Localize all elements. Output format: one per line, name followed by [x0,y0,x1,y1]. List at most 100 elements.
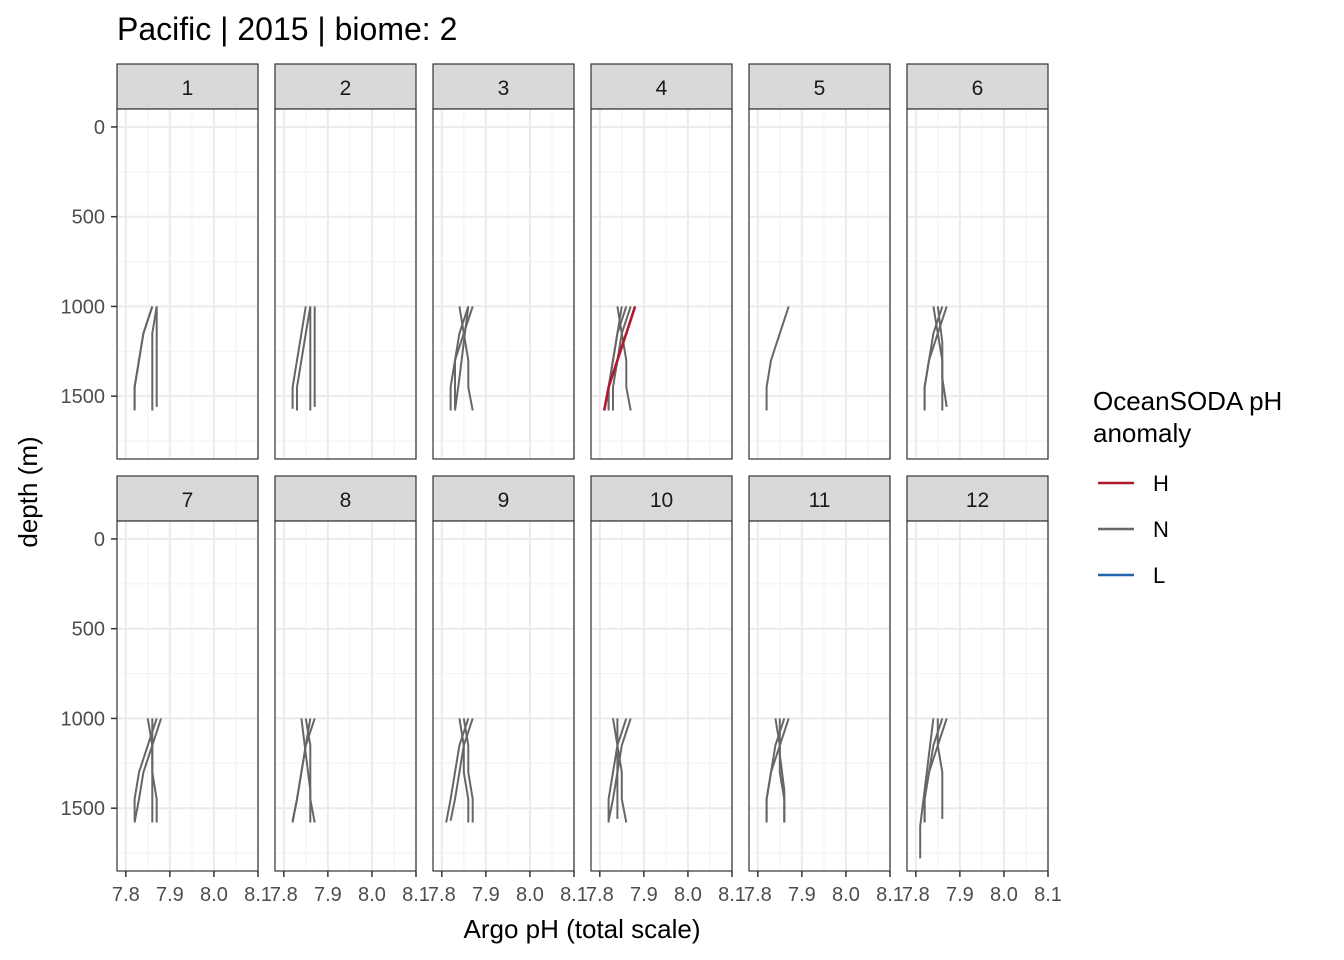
x-tick-label: 7.8 [428,884,456,906]
facet-panel: 1 0 500 1000 1500 [61,63,259,460]
x-tick-label: 7.9 [630,884,658,906]
panel-background [591,109,732,459]
x-tick-label: 8.0 [358,884,386,906]
x-tick-label: 8.1 [1034,884,1062,906]
facet-panel: 7 0 500 1000 1500 7.8 7.9 8.0 8.1 [61,475,272,906]
facet-panel: 5 [748,63,891,460]
panel-border [748,108,891,460]
profile-line-n [607,306,623,409]
x-tick-label: 8.1 [402,884,430,906]
facet-strip-label: 3 [498,77,510,100]
y-tick-label: 1000 [61,708,106,730]
facet-strip [116,63,259,110]
x-tick-label: 8.0 [832,884,860,906]
facet-panel: 10 7.8 7.9 8.0 8.1 [586,475,746,906]
facet-panel: 9 7.8 7.9 8.0 8.1 [428,475,588,906]
panel-background [117,521,258,871]
x-tick-label: 8.0 [516,884,544,906]
panel-background [749,521,890,871]
x-tick-label: 8.1 [876,884,904,906]
panel-border [432,520,575,872]
panel-background [275,521,416,871]
profile-line-n [607,718,628,823]
panel-border [274,108,417,460]
x-tick-label: 8.0 [990,884,1018,906]
facet-strip [748,475,891,522]
profile-line-n [454,306,470,411]
legend-label: N [1153,517,1169,542]
facet-strip [590,63,733,110]
facet-strip-label: 9 [498,489,510,512]
facet-strip-label: 10 [650,489,673,512]
panel-border [116,108,259,460]
facet-strip-label: 1 [182,77,194,100]
profile-line-n [458,306,474,411]
profile-line-n [296,306,312,411]
panel-background [433,521,574,871]
x-tick-label: 8.0 [674,884,702,906]
x-tick-label: 7.9 [472,884,500,906]
profile-line-n [778,718,786,823]
x-tick-label: 7.8 [270,884,298,906]
y-tick-label: 1000 [61,296,106,318]
profile-line-n [919,718,935,859]
panel-background [591,521,732,871]
chart-title: Pacific | 2015 | biome: 2 [117,11,457,47]
x-tick-label: 7.9 [156,884,184,906]
y-tick-label: 1500 [61,798,106,820]
x-tick-label: 7.8 [744,884,772,906]
facet-strip-label: 8 [340,489,352,512]
legend-label: H [1153,471,1169,496]
profile-line-n [765,306,790,411]
panel-border [432,108,575,460]
panel-border [906,108,1049,460]
facet-panel: 3 [432,63,575,460]
panel-background [907,109,1048,459]
facet-strip-label: 7 [182,489,194,512]
profile-line-n [133,306,154,409]
facet-strip-label: 12 [966,489,989,512]
y-tick-label: 500 [72,207,105,229]
profile-line-n [458,718,470,823]
panel-background [749,109,890,459]
x-tick-label: 8.1 [244,884,272,906]
x-tick-label: 7.8 [902,884,930,906]
panel-background [907,521,1048,871]
facet-panel: 6 [906,63,1049,460]
panel-border [748,520,891,872]
legend-title: OceanSODA pH [1093,386,1282,416]
profile-line-n [133,718,163,823]
x-tick-label: 7.9 [314,884,342,906]
panel-border [274,520,417,872]
profile-line-n [291,718,312,821]
legend-title: anomaly [1093,418,1191,448]
profile-line-n [612,718,628,823]
profile-line-n [304,718,316,823]
facet-panel: 12 7.8 7.9 8.0 8.1 [902,475,1062,906]
y-tick-label: 0 [94,117,105,139]
panel-border [590,520,733,872]
facet-strip-label: 11 [809,489,831,512]
panel-background [275,109,416,459]
profile-line-n [151,306,158,411]
profile-line-n [291,306,307,409]
profile-line-n [936,306,948,408]
panel-border [906,520,1049,872]
x-axis-label: Argo pH (total scale) [464,914,701,944]
facet-panel: 8 7.8 7.9 8.0 8.1 [270,475,430,906]
facet-panel: 2 [274,63,417,460]
x-tick-label: 8.0 [200,884,228,906]
x-tick-label: 7.9 [946,884,974,906]
facet-strip [432,63,575,110]
panel-border [116,520,259,872]
profile-line-h [602,305,637,411]
y-tick-label: 1500 [61,386,106,408]
x-tick-label: 7.9 [788,884,816,906]
profile-line-n [300,718,312,823]
facet-strip-label: 5 [814,77,826,100]
x-tick-label: 8.1 [560,884,588,906]
legend-label: L [1153,563,1165,588]
